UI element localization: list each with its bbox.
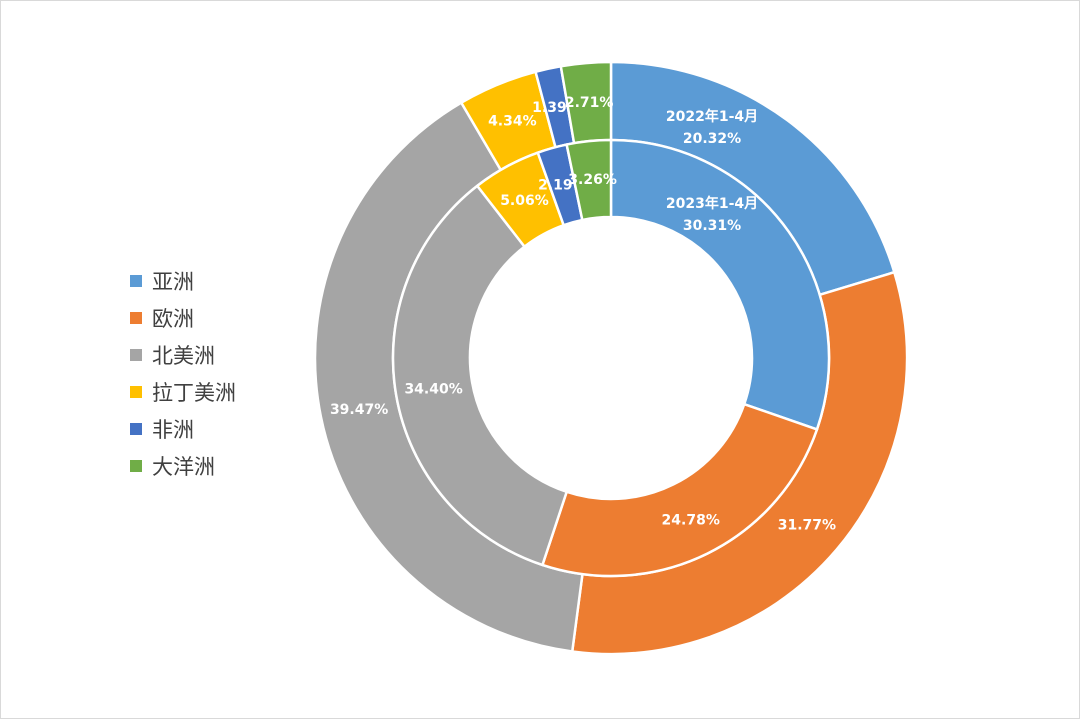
slice-label-inner-1: 24.78% <box>662 512 720 528</box>
slice-label-inner-0: 2023年1-4月 30.31% <box>666 195 758 234</box>
legend-swatch <box>130 385 142 398</box>
slice-label-inner-3: 5.06% <box>500 193 549 209</box>
legend-swatch <box>130 459 142 472</box>
legend-swatch <box>130 348 142 361</box>
slice-label-outer-5: 2.71% <box>565 95 614 111</box>
slice-inner-0 <box>609 138 831 431</box>
slice-inner-5 <box>565 138 613 222</box>
legend-label: 亚洲 <box>152 269 194 294</box>
legend-label: 欧洲 <box>152 306 194 331</box>
legend-item: 拉丁美洲 <box>130 373 236 410</box>
legend-label: 北美洲 <box>152 343 215 368</box>
legend-label: 拉丁美洲 <box>152 380 236 405</box>
legend-item: 亚洲 <box>130 262 236 299</box>
slice-label-outer-2: 39.47% <box>330 402 388 418</box>
slice-label-inner-5: 3.26% <box>568 172 617 188</box>
legend-label: 非洲 <box>152 417 194 442</box>
legend-label: 大洋洲 <box>152 454 215 479</box>
legend-swatch <box>130 274 142 287</box>
legend: 亚洲欧洲北美洲拉丁美洲非洲大洋洲 <box>130 262 236 484</box>
legend-swatch <box>130 311 142 324</box>
legend-item: 大洋洲 <box>130 447 236 484</box>
slice-inner-2 <box>391 184 569 567</box>
legend-swatch <box>130 422 142 435</box>
legend-item: 非洲 <box>130 410 236 447</box>
slice-label-inner-2: 34.40% <box>404 382 462 398</box>
slice-inner-1 <box>540 402 819 578</box>
slice-label-outer-0: 2022年1-4月 20.32% <box>666 108 758 147</box>
slice-label-outer-3: 4.34% <box>488 114 537 130</box>
legend-item: 北美洲 <box>130 336 236 373</box>
legend-item: 欧洲 <box>130 299 236 336</box>
slice-label-outer-1: 31.77% <box>778 517 836 533</box>
